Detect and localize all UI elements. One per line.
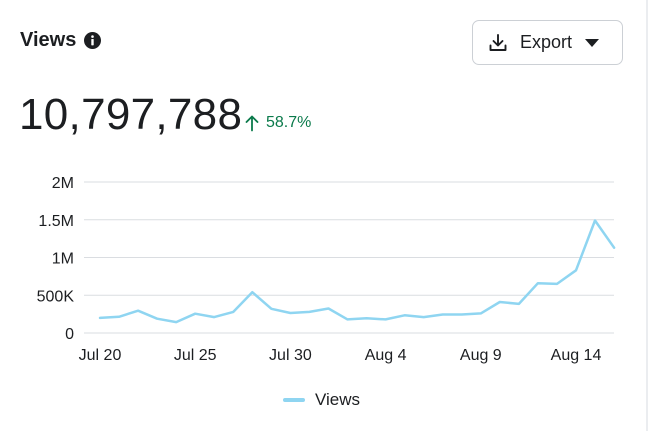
export-label: Export xyxy=(520,32,573,52)
legend-label: Views xyxy=(315,390,361,409)
export-button[interactable]: Export xyxy=(472,20,623,65)
x-tick-label: Aug 9 xyxy=(460,347,502,364)
x-tick-label: Aug 4 xyxy=(365,347,407,364)
x-tick-label: Aug 14 xyxy=(551,347,602,364)
change-indicator: 58.7% xyxy=(244,114,311,132)
change-percent: 58.7% xyxy=(266,114,312,131)
card-title: Views xyxy=(20,29,77,51)
info-icon[interactable] xyxy=(84,32,102,49)
legend-swatch xyxy=(283,398,305,402)
chart-legend[interactable]: Views xyxy=(283,390,360,410)
card-header: Views xyxy=(20,29,102,52)
y-tick-label: 1.5M xyxy=(38,213,74,230)
arrow-up-icon xyxy=(244,114,260,132)
series-line-views xyxy=(98,219,616,324)
x-tick-label: Jul 30 xyxy=(269,347,312,364)
x-tick-label: Jul 25 xyxy=(174,347,217,364)
y-tick-label: 0 xyxy=(65,326,74,343)
caret-down-icon xyxy=(585,38,600,48)
y-tick-label: 1M xyxy=(52,251,74,268)
y-tick-label: 500K xyxy=(37,288,75,305)
views-line-chart: 0 500K 1M 1.5M 2M Jul 20 Jul 25 Jul 30 Aug 4 Aug … xyxy=(37,175,616,364)
x-tick-label: Jul 20 xyxy=(79,347,122,364)
download-icon xyxy=(488,33,508,53)
y-tick-label: 2M xyxy=(52,175,74,192)
total-views: 10,797,788 xyxy=(19,90,243,139)
card-border xyxy=(646,0,648,431)
